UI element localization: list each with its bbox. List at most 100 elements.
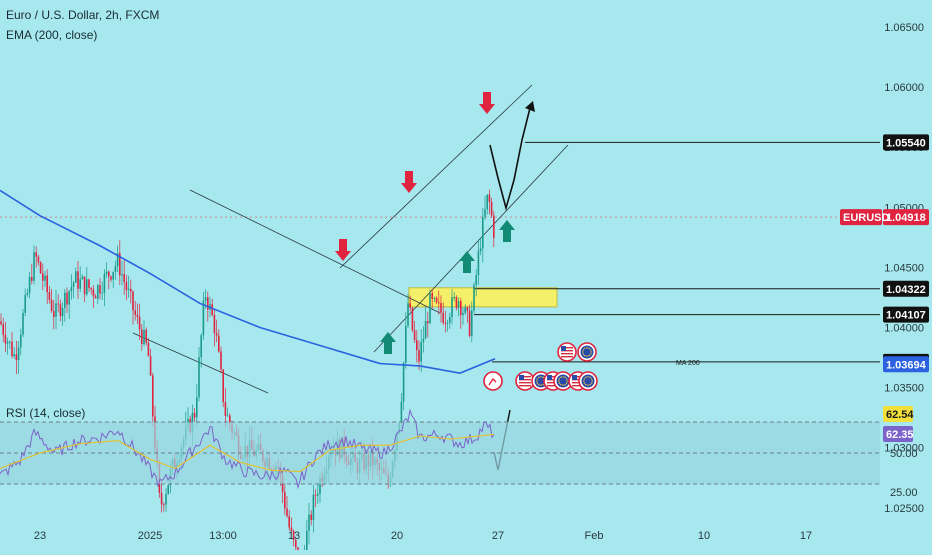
symbol-legend: Euro / U.S. Dollar, 2h, FXCM bbox=[6, 8, 160, 22]
candle-body bbox=[123, 274, 125, 283]
candle-body bbox=[407, 303, 409, 326]
candle-body bbox=[224, 402, 227, 416]
candle-body bbox=[405, 325, 407, 363]
candle-body bbox=[310, 514, 312, 520]
y-tick-label: 1.04000 bbox=[884, 323, 924, 335]
candle-body bbox=[149, 356, 152, 376]
candle-body bbox=[486, 194, 488, 210]
candle-body bbox=[314, 494, 317, 496]
candle-body bbox=[127, 288, 130, 290]
projection-arrowhead bbox=[525, 101, 535, 112]
price-tag-box bbox=[883, 280, 929, 297]
candle-body bbox=[147, 342, 150, 357]
candle-body bbox=[35, 252, 37, 257]
candle-body bbox=[24, 294, 26, 313]
event-icon-eu bbox=[577, 342, 597, 362]
x-tick-label: 2025 bbox=[138, 530, 162, 542]
candle-body bbox=[319, 477, 321, 494]
price-tag: 1.04107 bbox=[883, 306, 929, 323]
x-tick-label: 17 bbox=[800, 530, 812, 542]
candle-body bbox=[4, 334, 7, 344]
candle-body bbox=[409, 303, 411, 308]
candle-body bbox=[28, 277, 31, 294]
candle-body bbox=[475, 275, 477, 285]
candle-body bbox=[400, 401, 403, 424]
price-tag-value: 1.04322 bbox=[886, 284, 926, 296]
y-tick-label: 1.04500 bbox=[884, 262, 924, 274]
candle-body bbox=[114, 266, 117, 272]
price-tag: 1.05540 bbox=[883, 134, 929, 151]
candle-body bbox=[92, 289, 95, 297]
candle-body bbox=[211, 304, 213, 316]
candle-body bbox=[105, 271, 108, 274]
candle-body bbox=[446, 322, 449, 324]
candle-body bbox=[306, 530, 308, 555]
candle-body bbox=[411, 307, 414, 331]
candle-body bbox=[462, 313, 464, 316]
candle-body bbox=[422, 338, 425, 343]
candle-body bbox=[66, 292, 68, 305]
candle-body bbox=[11, 341, 13, 357]
candle-body bbox=[200, 335, 202, 358]
candle-body bbox=[427, 321, 429, 324]
candle-body bbox=[134, 310, 136, 315]
event-icon-us bbox=[557, 342, 577, 362]
price-tag-box bbox=[883, 134, 929, 151]
candle-body bbox=[449, 317, 451, 323]
y-tick-label: 1.03000 bbox=[884, 443, 924, 455]
candle-body bbox=[59, 304, 62, 317]
price-tag-value: 1.04918 bbox=[886, 212, 926, 224]
event-icon-us bbox=[543, 371, 563, 391]
candle-body bbox=[125, 282, 128, 290]
rsi-tag-value: 62.35 bbox=[886, 429, 914, 441]
candle-body bbox=[72, 282, 75, 287]
price-tag: 1.04322 bbox=[883, 280, 929, 297]
up-channel-upper bbox=[339, 84, 533, 269]
candle-body bbox=[103, 273, 106, 293]
candle-body bbox=[202, 300, 205, 336]
candle-body bbox=[50, 299, 53, 311]
candle-body bbox=[121, 274, 123, 276]
candle-body bbox=[218, 335, 220, 352]
y-tick-label: 1.06000 bbox=[884, 82, 924, 94]
candle-body bbox=[160, 492, 163, 505]
ema-legend: EMA (200, close) bbox=[6, 28, 98, 42]
candle-body bbox=[488, 194, 491, 202]
sell-signal-arrow bbox=[401, 171, 417, 193]
candle-body bbox=[471, 310, 473, 336]
candle-body bbox=[130, 288, 132, 292]
candle-body bbox=[46, 275, 48, 293]
candle-body bbox=[132, 291, 134, 311]
candle-body bbox=[215, 333, 218, 336]
candle-body bbox=[457, 301, 460, 308]
candle-body bbox=[165, 493, 167, 505]
candle-body bbox=[460, 301, 462, 316]
candle-body bbox=[145, 329, 147, 343]
candle-body bbox=[42, 273, 44, 281]
buy-signal-arrow bbox=[380, 332, 396, 354]
candle-body bbox=[416, 340, 418, 351]
price-tag-value: 1.04107 bbox=[886, 310, 926, 322]
candle-body bbox=[466, 307, 469, 311]
down-channel-lower bbox=[132, 332, 269, 394]
candle-body bbox=[418, 350, 420, 362]
candle-body bbox=[290, 527, 293, 531]
candle-body bbox=[468, 310, 471, 336]
candle-body bbox=[484, 209, 486, 218]
event-icon-eu bbox=[578, 371, 598, 391]
x-tick-label: 27 bbox=[492, 530, 504, 542]
candle-body bbox=[101, 292, 103, 294]
candle-body bbox=[0, 321, 2, 325]
candle-body bbox=[33, 252, 35, 281]
rsi-value-tag: 62.54 bbox=[883, 406, 914, 422]
candle-body bbox=[61, 307, 64, 317]
candle-body bbox=[55, 303, 57, 317]
candle-body bbox=[473, 284, 475, 311]
candle-body bbox=[110, 276, 112, 280]
rsi-tick-label: 50.00 bbox=[890, 448, 918, 460]
rsi-tag-box bbox=[883, 406, 913, 422]
candle-body bbox=[213, 315, 216, 334]
